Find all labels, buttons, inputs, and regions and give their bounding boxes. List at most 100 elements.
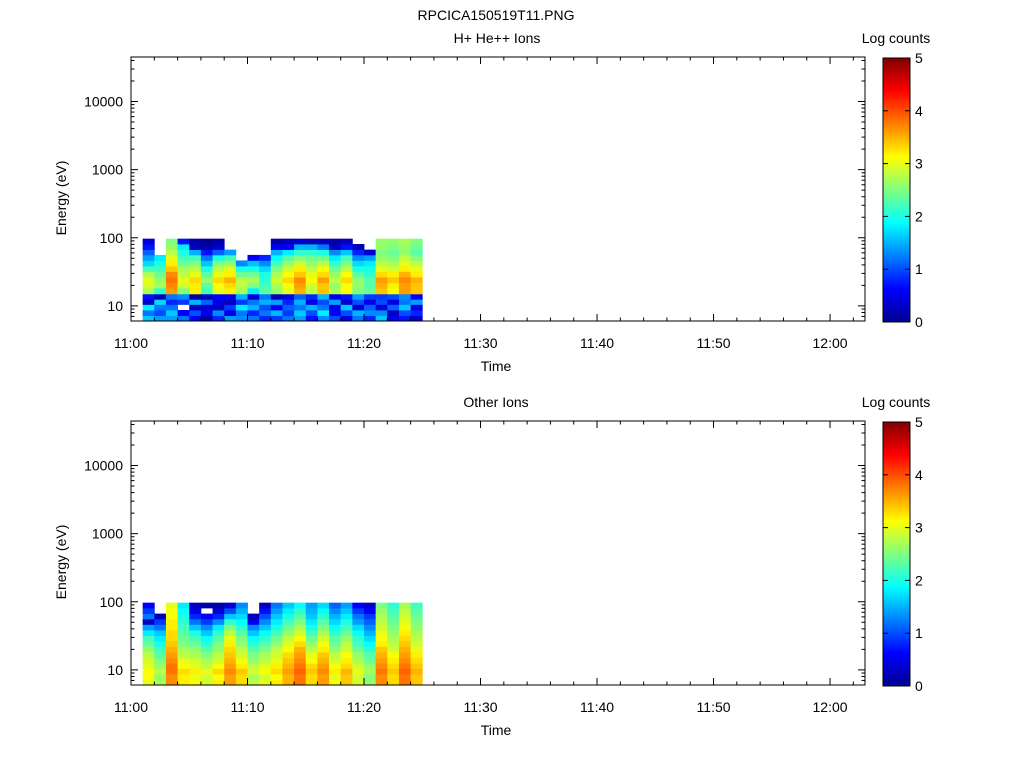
heatmap-cell xyxy=(235,657,248,664)
x-axis: 11:00 11:10 11:20 11:30 11:40 11:50 12:00 xyxy=(114,57,854,351)
heatmap-cell xyxy=(177,674,190,681)
heatmap-cell xyxy=(294,260,307,267)
heatmap-cell xyxy=(142,607,155,614)
heatmap-cell xyxy=(282,254,295,261)
heatmap-cell xyxy=(387,249,400,256)
heatmap-cell xyxy=(224,641,237,647)
y-tick-label: 100 xyxy=(100,230,124,246)
heatmap-cell xyxy=(340,635,353,642)
heatmap-cell xyxy=(200,243,213,250)
heatmap-cell xyxy=(317,635,330,642)
heatmap-cell xyxy=(259,618,272,625)
heatmap-cell xyxy=(212,271,225,278)
heatmap-cell xyxy=(165,260,178,267)
heatmap-cell xyxy=(177,282,190,289)
heatmap-cell xyxy=(410,635,423,642)
heatmap-cell xyxy=(165,282,178,289)
heatmap-cell xyxy=(305,310,318,317)
heatmap-cell xyxy=(165,668,178,675)
heatmap-cell xyxy=(212,635,225,642)
heatmap-cell xyxy=(329,641,342,647)
heatmap-cell xyxy=(247,674,260,681)
heatmap-cell xyxy=(398,282,412,289)
x-tick-label: 11:10 xyxy=(231,335,265,351)
heatmap-cell xyxy=(224,624,237,631)
heatmap-cell xyxy=(387,607,400,614)
heatmap-cell xyxy=(165,249,178,256)
heatmap-cell xyxy=(235,602,248,609)
heatmap-cell xyxy=(224,315,237,322)
figure-title: RPCICA150519T11.PNG xyxy=(418,7,575,23)
heatmap-cell xyxy=(142,630,155,636)
heatmap-cell xyxy=(270,260,283,267)
heatmap-cell xyxy=(177,646,190,653)
heatmap-cell xyxy=(177,254,190,261)
heatmap-cell xyxy=(305,282,318,289)
heatmap-cell xyxy=(177,657,190,664)
heatmap-cell xyxy=(212,282,225,289)
heatmap-cell xyxy=(317,304,330,311)
heatmap-cell xyxy=(200,304,213,311)
heatmap-cell xyxy=(410,652,423,659)
heatmap-cell xyxy=(247,271,260,278)
heatmap-cell xyxy=(352,674,365,681)
heatmap-cell xyxy=(398,271,412,278)
heatmap-cell xyxy=(305,657,318,664)
heatmap-cell xyxy=(165,635,178,642)
heatmap-cell xyxy=(200,618,213,625)
heatmap-cell xyxy=(375,641,388,647)
heatmap-cell xyxy=(282,618,295,625)
heatmap-cell xyxy=(340,641,353,647)
heatmap-cell xyxy=(364,674,377,681)
heatmap-cell xyxy=(329,657,342,664)
heatmap-cell xyxy=(352,630,365,636)
heatmap-cell xyxy=(340,646,353,653)
heatmap-cell xyxy=(410,260,423,267)
heatmap-cell xyxy=(212,293,225,300)
heatmap-cell xyxy=(317,288,330,295)
heatmap-cell xyxy=(200,310,213,317)
heatmap-cell xyxy=(305,277,318,283)
heatmap-cell xyxy=(177,249,190,256)
heatmap-cell xyxy=(375,679,388,686)
heatmap-cell xyxy=(375,238,388,245)
heatmap-cell xyxy=(317,607,330,614)
y-tick-label: 1000 xyxy=(92,526,123,542)
heatmap-cell xyxy=(270,293,283,300)
heatmap-cell xyxy=(235,293,248,300)
heatmap-cell xyxy=(352,679,365,686)
heatmap-cell xyxy=(317,657,330,664)
heatmap-cell xyxy=(398,243,412,250)
heatmap-cell xyxy=(189,602,202,609)
heatmap-cell xyxy=(282,624,295,631)
heatmap-cell xyxy=(340,613,353,620)
x-tick-label: 11:30 xyxy=(464,699,498,715)
heatmap-cell xyxy=(259,635,272,642)
heatmap-cell xyxy=(375,657,388,664)
heatmap-cell xyxy=(364,652,377,659)
heatmap-cell xyxy=(235,613,248,620)
heatmap-cell xyxy=(364,277,377,283)
heatmap-cell xyxy=(352,271,365,278)
heatmap-cell xyxy=(200,299,213,305)
heatmap-cell xyxy=(247,266,260,272)
heatmap-cell xyxy=(259,282,272,289)
heatmap-cell xyxy=(177,668,190,675)
heatmap-cell xyxy=(224,282,237,289)
heatmap-cell xyxy=(189,657,202,664)
heatmap-cell xyxy=(364,630,377,636)
heatmap-cell xyxy=(200,657,213,664)
heatmap-cell xyxy=(270,652,283,659)
heatmap-cell xyxy=(247,679,260,686)
heatmap-cell xyxy=(235,260,248,267)
heatmap-cell xyxy=(224,635,237,642)
heatmap-cell xyxy=(282,271,295,278)
heatmap-cell xyxy=(142,260,155,267)
heatmap-cell xyxy=(189,618,202,625)
heatmap-cell xyxy=(294,271,307,278)
heatmap-cell xyxy=(224,652,237,659)
heatmap-cell xyxy=(200,674,213,681)
heatmap-cell xyxy=(329,613,342,620)
heatmap-cell xyxy=(364,613,377,620)
heatmap-cell xyxy=(142,271,155,278)
